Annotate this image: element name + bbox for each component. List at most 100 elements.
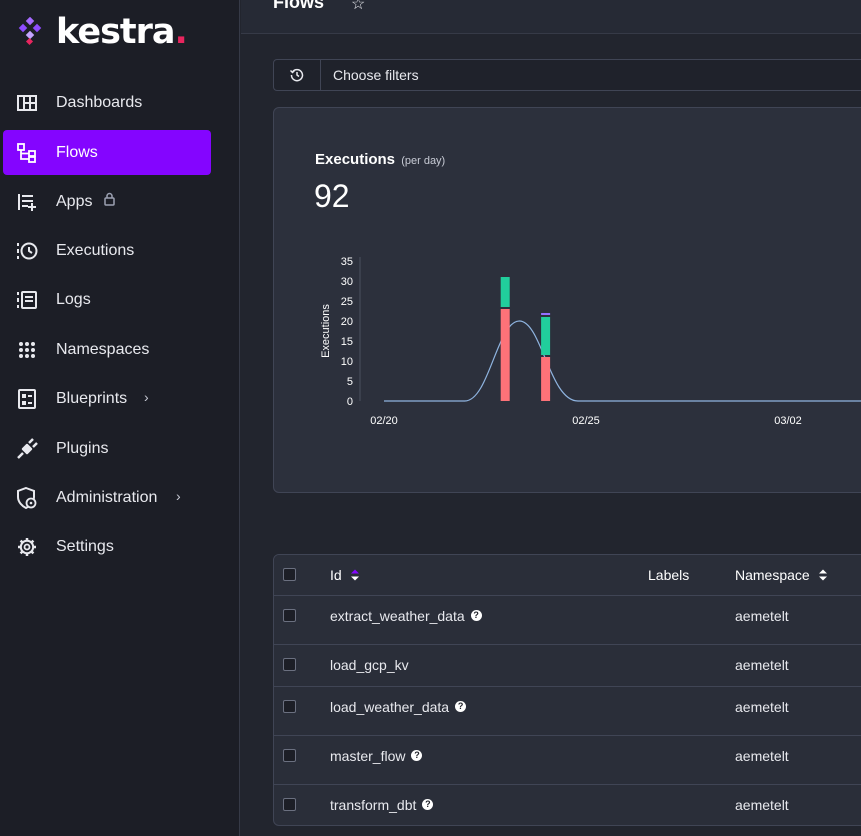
executions-chart: 35 30 25 20 15 10 5 0 Executions 02/20 02/25 03/02 [320, 256, 861, 427]
logo-text: kestra. [56, 12, 188, 52]
sidebar-item-flows[interactable]: Flows [3, 130, 211, 175]
flow-namespace: aemetelt [735, 657, 789, 673]
y-tick-label: 30 [341, 276, 353, 288]
flow-id[interactable]: extract_weather_data? [330, 608, 482, 624]
sidebar-item-settings[interactable]: Settings [3, 524, 211, 569]
apps-icon [16, 191, 38, 213]
row-checkbox[interactable] [283, 700, 296, 713]
sidebar-item-label: Administration [56, 488, 158, 506]
main-content: Flows ☆ Choose filters Executions (per d… [241, 0, 861, 836]
logs-icon [16, 289, 38, 311]
row-checkbox[interactable] [283, 658, 296, 671]
flow-id[interactable]: load_weather_data? [330, 699, 467, 715]
table-row[interactable]: master_flow? aemetelt [274, 736, 861, 785]
trend-line [384, 320, 861, 402]
filter-history-button[interactable] [274, 60, 321, 90]
column-header-id[interactable]: Id [330, 567, 360, 583]
sidebar-item-label: Apps [56, 192, 93, 210]
y-tick-label: 20 [341, 316, 353, 328]
sidebar-item-label: Plugins [56, 439, 109, 457]
chevron-right-icon: › [176, 488, 181, 504]
row-checkbox[interactable] [283, 609, 296, 622]
sidebar-item-label: Flows [56, 143, 98, 161]
filter-bar: Choose filters [273, 59, 861, 91]
sidebar-item-label: Logs [56, 290, 91, 308]
sort-desc-icon [350, 569, 359, 581]
x-tick-label: 02/25 [572, 415, 600, 427]
chart-subtitle: (per day) [401, 155, 446, 167]
sidebar-item-namespaces[interactable]: Namespaces [3, 327, 211, 372]
flow-id[interactable]: load_gcp_kv [330, 657, 409, 673]
sidebar-item-label: Blueprints [56, 389, 128, 407]
y-tick-label: 35 [341, 256, 353, 268]
sidebar-item-label: Dashboards [56, 93, 143, 111]
history-icon [290, 68, 304, 82]
sidebar-item-apps[interactable]: Apps [3, 179, 211, 224]
y-tick-label: 25 [341, 296, 353, 308]
sort-icon [818, 569, 827, 581]
page-title: Flows [273, 0, 325, 12]
help-icon[interactable]: ? [455, 701, 467, 712]
sidebar: kestra. Dashboards Flows Apps [0, 0, 240, 836]
executions-total: 92 [314, 178, 350, 214]
settings-icon [16, 536, 38, 558]
sidebar-item-logs[interactable]: Logs [3, 277, 211, 322]
bar-segment [500, 277, 510, 307]
table-row[interactable]: load_weather_data? aemetelt [274, 687, 861, 736]
star-icon[interactable]: ☆ [351, 0, 366, 13]
row-checkbox[interactable] [283, 798, 296, 811]
flow-id[interactable]: master_flow? [330, 748, 423, 764]
select-all-checkbox[interactable] [283, 568, 296, 581]
sidebar-item-administration[interactable]: Administration › [3, 475, 211, 520]
namespaces-icon [16, 339, 38, 361]
flow-namespace: aemetelt [735, 748, 789, 764]
flow-namespace: aemetelt [735, 797, 789, 813]
chevron-right-icon: › [144, 389, 149, 405]
kestra-logo-icon [18, 17, 42, 46]
sidebar-item-plugins[interactable]: Plugins [3, 426, 211, 471]
sidebar-item-label: Settings [56, 537, 114, 555]
page-header: Flows ☆ [241, 0, 861, 34]
help-icon[interactable]: ? [470, 610, 482, 621]
kestra-logo[interactable]: kestra. [16, 12, 188, 52]
sidebar-item-label: Executions [56, 241, 135, 259]
sidebar-item-executions[interactable]: Executions [3, 228, 211, 273]
executions-chart-card: Executions (per day) 92 35 30 25 20 15 10 5 0 Ex… [273, 107, 861, 493]
sidebar-item-blueprints[interactable]: Blueprints › [3, 376, 211, 421]
table-row[interactable]: transform_dbt? aemetelt [274, 785, 861, 825]
filter-input[interactable]: Choose filters [333, 67, 419, 83]
flows-icon [16, 142, 38, 164]
bar-segment [541, 313, 551, 315]
chart-title: Executions (per day) [315, 151, 446, 168]
flow-namespace: aemetelt [735, 608, 789, 624]
column-header-labels: Labels [648, 567, 690, 583]
bar-segment [500, 309, 510, 401]
flow-namespace: aemetelt [735, 699, 789, 715]
table-row[interactable]: load_gcp_kv aemetelt [274, 645, 861, 687]
row-checkbox[interactable] [283, 749, 296, 762]
table-header: Id Labels Namespace [274, 555, 861, 596]
sidebar-item-label: Namespaces [56, 340, 150, 358]
x-tick-label: 03/02 [774, 415, 802, 427]
table-row[interactable]: extract_weather_data? aemetelt [274, 596, 861, 645]
dashboard-icon [16, 92, 38, 114]
y-tick-label: 10 [341, 356, 353, 368]
sidebar-item-dashboards[interactable]: Dashboards [3, 80, 211, 125]
flow-id[interactable]: transform_dbt? [330, 797, 434, 813]
x-tick-label: 02/20 [370, 415, 398, 427]
administration-icon [16, 486, 38, 509]
executions-icon [16, 240, 38, 262]
help-icon[interactable]: ? [411, 750, 423, 761]
y-axis-label: Executions [320, 304, 332, 358]
y-tick-label: 0 [347, 396, 353, 408]
column-header-namespace[interactable]: Namespace [735, 567, 828, 583]
bar-segment [541, 357, 551, 401]
help-icon[interactable]: ? [422, 799, 434, 810]
blueprints-icon [16, 388, 38, 410]
y-tick-label: 5 [347, 376, 353, 388]
bar-segment [541, 317, 551, 355]
flows-table: Id Labels Namespace extract_weather_data… [273, 554, 861, 826]
lock-icon [104, 192, 115, 209]
y-tick-label: 15 [341, 336, 353, 348]
plugins-icon [16, 437, 38, 460]
